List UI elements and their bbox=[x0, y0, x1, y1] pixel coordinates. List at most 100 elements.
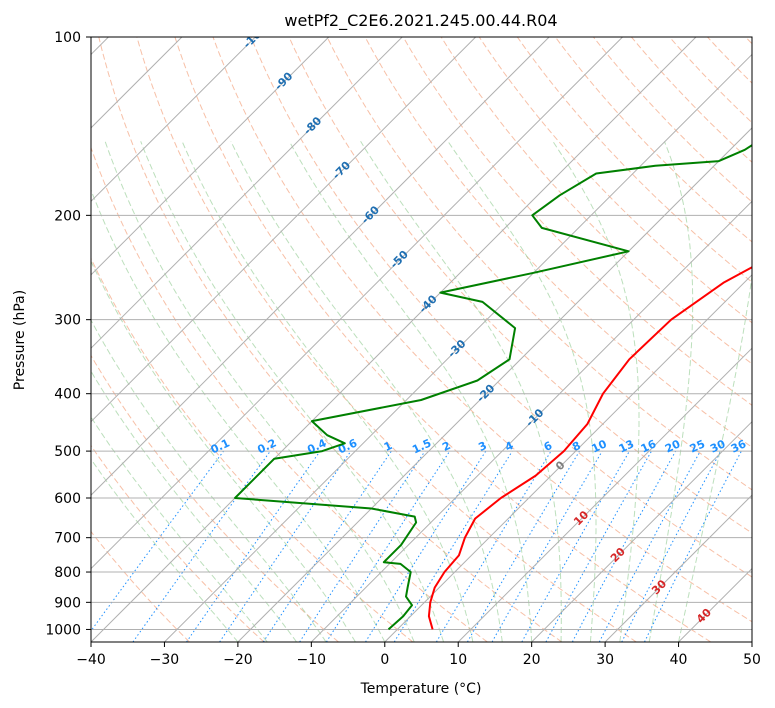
y-tick-label: 200 bbox=[54, 208, 81, 224]
mixing-ratio-line bbox=[132, 450, 271, 642]
x-tick-label: 20 bbox=[523, 652, 541, 668]
temperature-line bbox=[427, 266, 752, 630]
dry-adiabat bbox=[212, 37, 752, 623]
x-axis-ticks: −40 −30 −20 −10 0 10 20 30 40 50 bbox=[76, 642, 761, 668]
isotherm-line bbox=[91, 37, 256, 203]
y-axis-ticks: 1000 900 800 700 600 500 400 300 200 100 bbox=[45, 30, 91, 638]
mixing-ratio-label: 25 bbox=[688, 437, 707, 455]
dry-adiabat bbox=[326, 37, 752, 491]
isotherm-line bbox=[91, 37, 697, 642]
isotherm-line bbox=[91, 37, 330, 276]
isotherm-label: -50 bbox=[388, 248, 411, 271]
moist-adiabat bbox=[648, 141, 694, 642]
isotherm-label: -30 bbox=[445, 337, 468, 360]
dry-adiabat bbox=[91, 146, 488, 642]
isotherm-label: -20 bbox=[474, 381, 497, 404]
y-tick-label: 1000 bbox=[45, 622, 81, 638]
x-tick-label: −10 bbox=[297, 652, 327, 668]
pressure-gridlines bbox=[91, 37, 752, 630]
dry-adiabat bbox=[136, 37, 637, 642]
isotherm-line bbox=[91, 37, 403, 349]
mixing-ratio-label: 0.1 bbox=[209, 436, 232, 456]
mixing-ratio-label: 0.6 bbox=[336, 436, 359, 456]
isotherm-line bbox=[604, 494, 752, 642]
mixing-ratio-line bbox=[466, 450, 580, 642]
moist-adiabat bbox=[91, 370, 297, 642]
plot-area: -100-90-80-70-60-50-40-30-20-10010203040… bbox=[91, 37, 752, 642]
mixing-ratio-line bbox=[365, 450, 487, 642]
mixing-ratio-label: 1 bbox=[382, 439, 394, 454]
isotherm-label: -70 bbox=[330, 159, 353, 182]
isotherm-line bbox=[531, 420, 752, 642]
isotherms bbox=[91, 37, 752, 642]
dry-adiabat bbox=[91, 257, 414, 642]
mixing-ratio-line bbox=[262, 450, 392, 642]
mixing-ratio-label: 20 bbox=[663, 437, 683, 455]
dry-adiabat bbox=[707, 37, 752, 84]
mixing-ratio-line bbox=[186, 450, 321, 642]
mixing-ratio-label: 10 bbox=[589, 437, 609, 455]
y-tick-label: 100 bbox=[54, 30, 81, 46]
mixing-ratio-label: 13 bbox=[617, 437, 636, 455]
isotherm-line bbox=[310, 200, 752, 642]
dry-adiabat bbox=[250, 37, 752, 578]
y-tick-label: 700 bbox=[54, 531, 81, 547]
isotherm-label: 10 bbox=[571, 508, 591, 528]
chart-title: wetPf2_C2E6.2021.245.00.44.R04 bbox=[284, 11, 557, 31]
mixing-ratio-line bbox=[91, 450, 225, 632]
isotherm-line bbox=[91, 37, 623, 570]
x-tick-label: 40 bbox=[670, 652, 688, 668]
isotherm-line bbox=[678, 567, 752, 642]
mixing-ratio-label: 4 bbox=[503, 439, 516, 454]
mixing-ratio-line bbox=[393, 450, 513, 642]
moist-adiabats bbox=[91, 141, 752, 642]
mixing-ratio-line bbox=[644, 450, 742, 642]
dry-adiabat bbox=[669, 37, 752, 124]
y-tick-label: 300 bbox=[54, 313, 81, 329]
moist-adiabat bbox=[678, 272, 752, 642]
x-tick-label: 30 bbox=[596, 652, 614, 668]
isotherm-line bbox=[91, 37, 477, 423]
mixing-ratio-line bbox=[325, 450, 451, 642]
mixing-ratio-label: 36 bbox=[729, 437, 749, 455]
mixing-ratio-line bbox=[299, 450, 426, 642]
dry-adiabat bbox=[440, 37, 752, 365]
y-axis-label: Pressure (hPa) bbox=[12, 290, 28, 390]
mixing-ratio-line bbox=[571, 450, 677, 642]
moist-adiabat bbox=[447, 141, 597, 642]
y-tick-label: 800 bbox=[54, 565, 81, 581]
x-tick-label: 0 bbox=[380, 652, 389, 668]
dewpoint-line bbox=[234, 144, 752, 631]
mixing-ratio-label: 1.5 bbox=[410, 436, 433, 456]
isotherm-label: -10 bbox=[523, 406, 546, 429]
isotherm-line bbox=[164, 53, 752, 642]
dry-adiabat bbox=[478, 37, 752, 324]
dry-adiabat bbox=[745, 37, 752, 45]
mixing-ratio-label: 16 bbox=[639, 437, 659, 455]
isotherm-line bbox=[751, 641, 752, 642]
dry-adiabats bbox=[91, 37, 752, 642]
isotherm-line bbox=[91, 37, 550, 496]
dry-adiabat bbox=[91, 354, 339, 642]
isotherm-label: 20 bbox=[608, 545, 628, 565]
dry-adiabat bbox=[91, 444, 265, 642]
isotherm-line bbox=[237, 127, 752, 642]
x-tick-label: −30 bbox=[150, 652, 180, 668]
isotherm-line bbox=[457, 347, 752, 642]
plot-frame bbox=[90, 36, 753, 643]
dry-adiabat bbox=[631, 37, 752, 163]
mixing-ratio-line bbox=[219, 450, 352, 642]
mixing-ratio-label: 30 bbox=[708, 437, 728, 455]
y-tick-label: 900 bbox=[54, 595, 81, 611]
isotherm-line bbox=[384, 274, 752, 642]
mixing-ratio-line bbox=[545, 450, 652, 642]
dry-adiabat bbox=[91, 530, 190, 642]
moist-adiabat bbox=[552, 141, 640, 642]
y-tick-label: 500 bbox=[54, 444, 81, 460]
sounding-series bbox=[234, 144, 752, 631]
mixing-ratio-line bbox=[521, 450, 630, 642]
mixing-ratio-label: 0.2 bbox=[255, 436, 278, 456]
mixing-ratio-lines bbox=[91, 450, 742, 642]
